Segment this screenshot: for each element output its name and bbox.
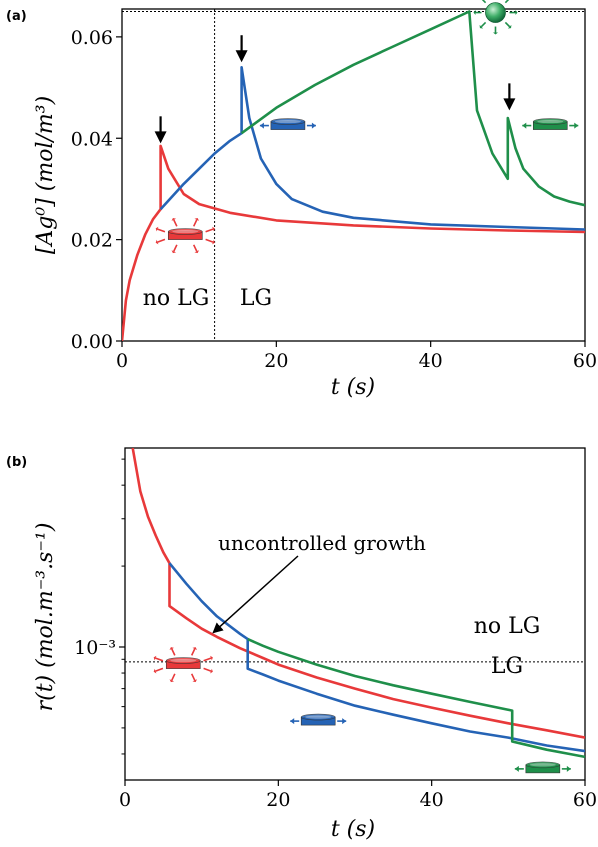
panel-b-series-green (247, 637, 585, 759)
panel-b-label: (b) (6, 455, 27, 470)
panel-b-region-label-lg: LG (491, 654, 523, 679)
nucleation-arrow-icon (235, 35, 248, 63)
panel-a-x-axis-label: t (s) (331, 375, 375, 400)
panel-a-series-red (122, 144, 585, 341)
panel-a-x-tick-label: 20 (264, 350, 288, 372)
panel-a: (a) [Ag⁰] (mol/m³) t (s) no LG LG 0 20 40 6… (6, 0, 597, 400)
panel-a-x-tick-label: 60 (573, 350, 597, 372)
panel-b-region-label-no-lg: no LG (474, 614, 541, 639)
panel-b-frame (124, 447, 586, 781)
panel-b-x-tick-label: 20 (266, 789, 290, 811)
panel-a-series-green (240, 10, 585, 207)
panel-a-x-tick-label: 0 (116, 350, 128, 372)
green-nanosphere-icon (473, 0, 518, 35)
panel-a-y-axis-label: [Ag⁰] (mol/m³) (33, 96, 58, 254)
nucleation-arrow-icon (154, 116, 167, 144)
green-nanodisk-icon (522, 118, 579, 130)
red-nanodisk-icon (155, 218, 215, 254)
panel-b-x-tick-label: 0 (119, 789, 131, 811)
blue-nanodisk-icon (290, 713, 347, 726)
panel-b-y-tick-label: 10⁻³ (74, 637, 116, 659)
panel-b-series-red (131, 448, 585, 739)
panel-b: (b) r(t) (mol.m⁻³.s⁻¹) t (s) no LG LG un… (6, 447, 597, 842)
panel-b-x-tick-label: 40 (420, 789, 444, 811)
panel-b-x-tick-label: 60 (573, 789, 597, 811)
panel-b-x-axis-label: t (s) (331, 817, 375, 842)
panel-a-label: (a) (6, 9, 27, 24)
panel-b-y-axis-label: r(t) (mol.m⁻³.s⁻¹) (33, 523, 58, 712)
annotation-arrow (212, 555, 299, 634)
panel-a-y-tick-label: 0.02 (71, 230, 113, 252)
panel-a-region-label-no-lg: no LG (143, 286, 210, 311)
uncontrolled-growth-annotation: uncontrolled growth (218, 531, 426, 555)
panel-a-region-label-lg: LG (240, 286, 272, 311)
panel-b-plot-area (125, 448, 585, 759)
panel-a-y-tick-label: 0.00 (71, 331, 113, 353)
panel-a-series-blue (159, 66, 585, 231)
panel-a-x-tick-label: 40 (419, 350, 443, 372)
red-nanodisk-icon (153, 647, 213, 683)
panel-b-series-blue (168, 562, 585, 753)
blue-nanodisk-icon (259, 118, 316, 130)
panel-a-frame (121, 8, 586, 342)
green-nanodisk-icon (514, 761, 571, 774)
panel-a-y-tick-label: 0.06 (71, 27, 113, 49)
panel-a-y-tick-label: 0.04 (71, 128, 113, 150)
panel-a-plot-area (122, 9, 585, 341)
nucleation-arrow-icon (503, 83, 516, 111)
